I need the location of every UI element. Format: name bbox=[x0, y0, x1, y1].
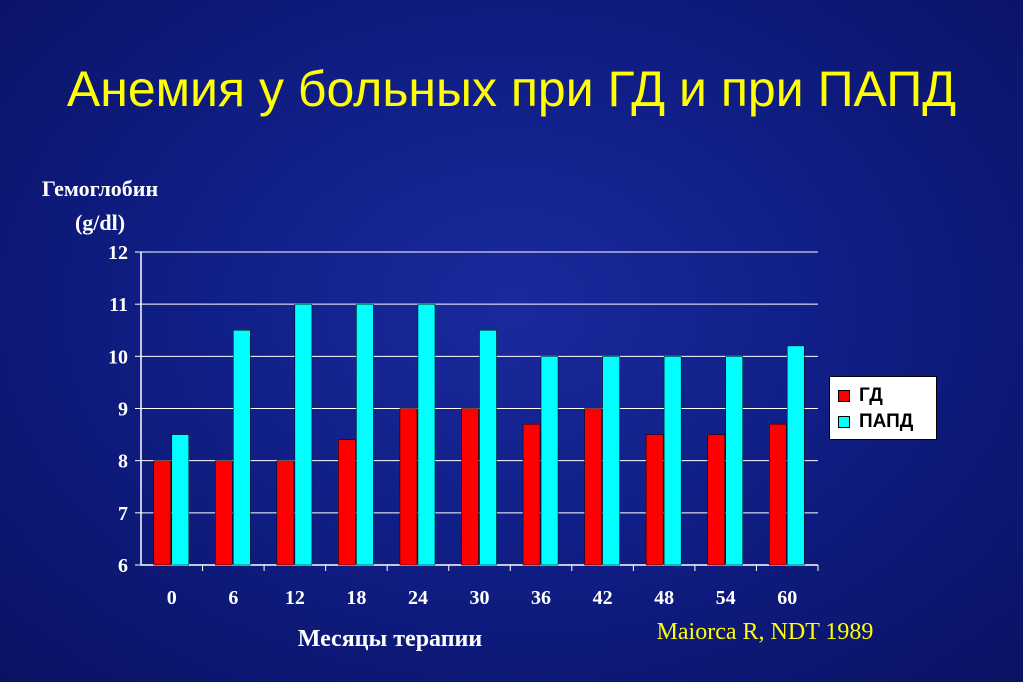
y-tick-label: 6 bbox=[118, 555, 128, 577]
bar-gd-12 bbox=[276, 460, 295, 566]
slide-title: Анемия у больных при ГД и при ПАПД bbox=[66, 61, 957, 117]
x-tick-label: 12 bbox=[285, 587, 305, 609]
bar-papd-6 bbox=[233, 330, 251, 566]
x-tick-label: 54 bbox=[716, 587, 736, 609]
y-tick-label: 12 bbox=[108, 242, 128, 264]
bar-papd-42 bbox=[602, 356, 620, 566]
bar-papd-60 bbox=[786, 345, 805, 566]
x-tick-label: 42 bbox=[593, 587, 613, 609]
bar-papd-24 bbox=[417, 303, 436, 566]
bar-papd-48 bbox=[663, 356, 682, 566]
x-tick-label: 30 bbox=[470, 587, 490, 609]
y-tick-label: 10 bbox=[108, 346, 128, 368]
bar-gd-24 bbox=[399, 408, 418, 566]
legend-item-gd: ГД bbox=[838, 383, 936, 409]
x-axis-label: Месяцы терапии bbox=[297, 626, 483, 652]
legend-swatch-gd bbox=[838, 390, 850, 402]
y-axis-label-line-1: Гемоглобин bbox=[41, 176, 159, 201]
bar-papd-54 bbox=[725, 356, 743, 566]
citation: Maiorca R, NDT 1989 bbox=[656, 619, 874, 645]
bar-gd-36 bbox=[522, 423, 541, 566]
x-tick-label: 36 bbox=[531, 587, 551, 609]
bar-gd-54 bbox=[707, 434, 725, 566]
bar-papd-36 bbox=[540, 356, 559, 566]
bar-gd-42 bbox=[584, 408, 602, 566]
legend-item-papd: ПАПД bbox=[838, 409, 936, 435]
bar-papd-30 bbox=[479, 330, 497, 566]
bar-papd-0 bbox=[171, 434, 190, 566]
bar-gd-60 bbox=[768, 423, 787, 566]
bar-papd-12 bbox=[294, 303, 313, 566]
bar-gd-18 bbox=[338, 439, 356, 566]
y-axis-label-line-2: (g/dl) bbox=[74, 210, 126, 235]
bar-gd-48 bbox=[645, 434, 664, 566]
x-tick-label: 18 bbox=[346, 587, 366, 609]
bar-gd-30 bbox=[461, 408, 479, 566]
x-tick-label: 24 bbox=[408, 587, 428, 609]
x-tick-label: 60 bbox=[777, 587, 797, 609]
legend-label-gd: ГД bbox=[859, 385, 883, 406]
y-tick-label: 9 bbox=[118, 399, 128, 421]
y-axis-label: Гемоглобин (g/dl) bbox=[20, 172, 180, 240]
y-tick-label: 8 bbox=[118, 451, 128, 473]
y-tick-label: 11 bbox=[109, 294, 128, 316]
legend-label-papd: ПАПД bbox=[859, 411, 914, 432]
y-tick-label: 7 bbox=[118, 503, 128, 525]
bar-papd-18 bbox=[356, 303, 374, 566]
x-tick-label: 48 bbox=[654, 587, 674, 609]
legend: ГД ПАПД bbox=[829, 376, 937, 440]
bar-gd-6 bbox=[215, 460, 233, 566]
x-tick-label: 0 bbox=[167, 587, 177, 609]
legend-swatch-papd bbox=[838, 416, 850, 428]
x-tick-label: 6 bbox=[228, 587, 238, 609]
bar-gd-0 bbox=[153, 460, 172, 566]
